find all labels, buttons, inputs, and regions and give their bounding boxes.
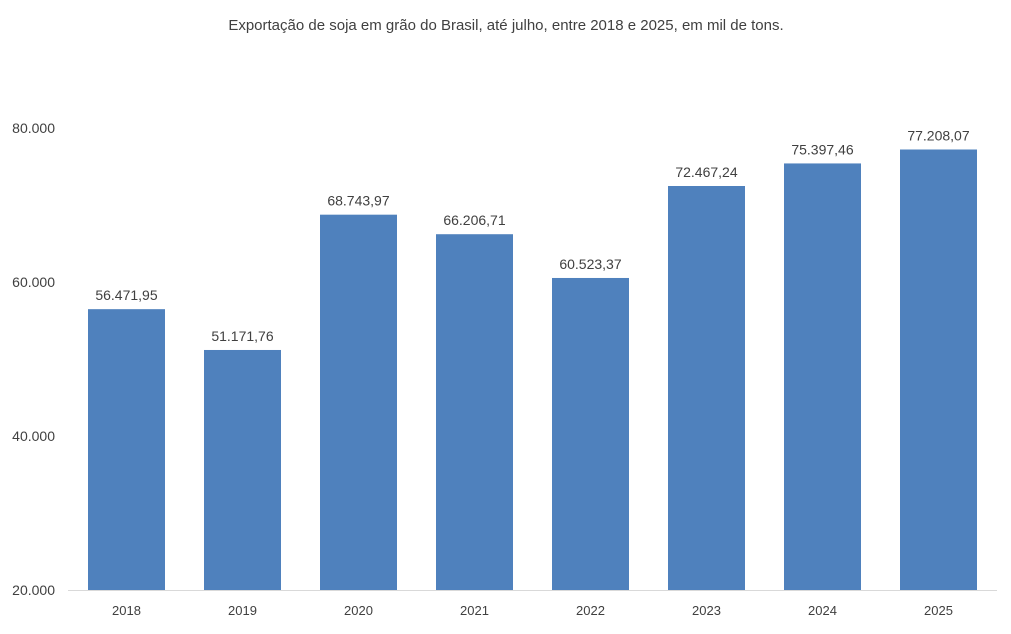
data-label: 66.206,71 bbox=[443, 212, 505, 228]
x-tick-label: 2021 bbox=[460, 603, 489, 618]
bar-2023 bbox=[668, 186, 745, 590]
bars: 56.471,95 51.171,76 68.743,97 66.206,71 60.5… bbox=[88, 127, 977, 591]
bar-2021 bbox=[436, 234, 513, 591]
y-tick-label: 20.000 bbox=[12, 582, 55, 598]
bar-2025 bbox=[900, 149, 977, 590]
x-tick-label: 2023 bbox=[692, 603, 721, 618]
x-tick-label: 2022 bbox=[576, 603, 605, 618]
y-axis: 20.000 40.000 60.000 80.000 bbox=[12, 120, 55, 598]
x-tick-label: 2018 bbox=[112, 603, 141, 618]
x-tick-label: 2025 bbox=[924, 603, 953, 618]
data-label: 75.397,46 bbox=[791, 141, 853, 157]
bar-2018 bbox=[88, 309, 165, 590]
y-tick-label: 40.000 bbox=[12, 428, 55, 444]
x-tick-label: 2020 bbox=[344, 603, 373, 618]
y-tick-label: 80.000 bbox=[12, 120, 55, 136]
chart-title: Exportação de soja em grão do Brasil, at… bbox=[228, 17, 783, 34]
bar-2024 bbox=[784, 163, 861, 590]
data-label: 72.467,24 bbox=[675, 164, 737, 180]
x-tick-label: 2019 bbox=[228, 603, 257, 618]
bar-2020 bbox=[320, 214, 397, 590]
data-label: 56.471,95 bbox=[95, 287, 157, 303]
bar-2019 bbox=[204, 349, 281, 590]
data-label: 77.208,07 bbox=[907, 127, 969, 143]
x-tick-label: 2024 bbox=[808, 603, 837, 618]
bar-2022 bbox=[552, 277, 629, 590]
x-axis: 2018 2019 2020 2021 2022 2023 2024 2025 bbox=[112, 603, 953, 618]
data-label: 51.171,76 bbox=[211, 328, 273, 344]
y-tick-label: 60.000 bbox=[12, 274, 55, 290]
data-label: 60.523,37 bbox=[559, 256, 621, 272]
data-label: 68.743,97 bbox=[327, 193, 389, 209]
